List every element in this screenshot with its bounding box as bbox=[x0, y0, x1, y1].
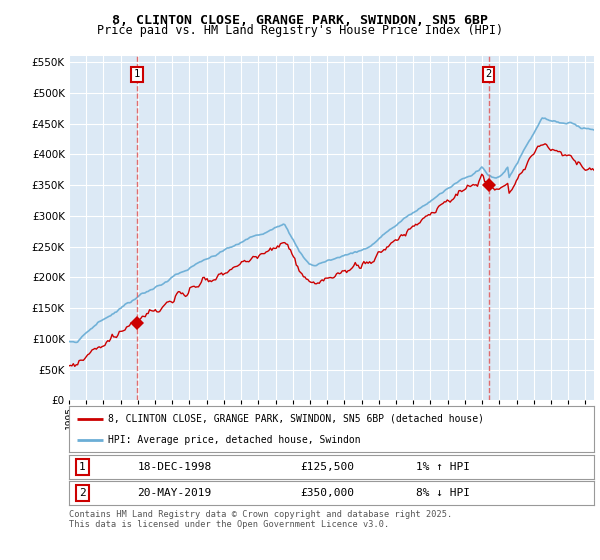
Text: Price paid vs. HM Land Registry's House Price Index (HPI): Price paid vs. HM Land Registry's House … bbox=[97, 24, 503, 38]
Text: 8, CLINTON CLOSE, GRANGE PARK, SWINDON, SN5 6BP: 8, CLINTON CLOSE, GRANGE PARK, SWINDON, … bbox=[112, 13, 488, 27]
Text: 2: 2 bbox=[79, 488, 86, 498]
Text: 2: 2 bbox=[485, 69, 492, 80]
Text: £125,500: £125,500 bbox=[300, 462, 354, 472]
Text: 1% ↑ HPI: 1% ↑ HPI bbox=[415, 462, 470, 472]
Text: 8, CLINTON CLOSE, GRANGE PARK, SWINDON, SN5 6BP (detached house): 8, CLINTON CLOSE, GRANGE PARK, SWINDON, … bbox=[109, 413, 484, 423]
Text: HPI: Average price, detached house, Swindon: HPI: Average price, detached house, Swin… bbox=[109, 435, 361, 445]
Text: Contains HM Land Registry data © Crown copyright and database right 2025.
This d: Contains HM Land Registry data © Crown c… bbox=[69, 510, 452, 529]
Text: 20-MAY-2019: 20-MAY-2019 bbox=[137, 488, 212, 498]
Text: 1: 1 bbox=[134, 69, 140, 80]
Text: 1: 1 bbox=[79, 462, 86, 472]
Text: 18-DEC-1998: 18-DEC-1998 bbox=[137, 462, 212, 472]
Text: 8% ↓ HPI: 8% ↓ HPI bbox=[415, 488, 470, 498]
Text: £350,000: £350,000 bbox=[300, 488, 354, 498]
